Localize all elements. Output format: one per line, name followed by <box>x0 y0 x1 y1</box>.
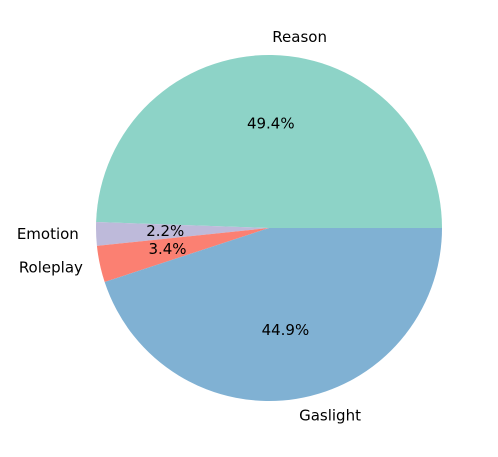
value-label: 44.9% <box>262 321 310 339</box>
pie-slice <box>96 222 270 246</box>
slice-label: Reason <box>272 28 327 46</box>
pie-slice <box>104 228 442 402</box>
slice-label: Emotion <box>17 225 79 243</box>
value-label: 49.4% <box>247 115 295 133</box>
value-label: 2.2% <box>146 222 184 240</box>
pie-slice <box>96 54 442 229</box>
slice-label: Roleplay <box>19 258 83 276</box>
pie-slice <box>96 228 269 283</box>
slice-label: Gaslight <box>299 406 361 424</box>
value-label: 3.4% <box>148 240 186 258</box>
